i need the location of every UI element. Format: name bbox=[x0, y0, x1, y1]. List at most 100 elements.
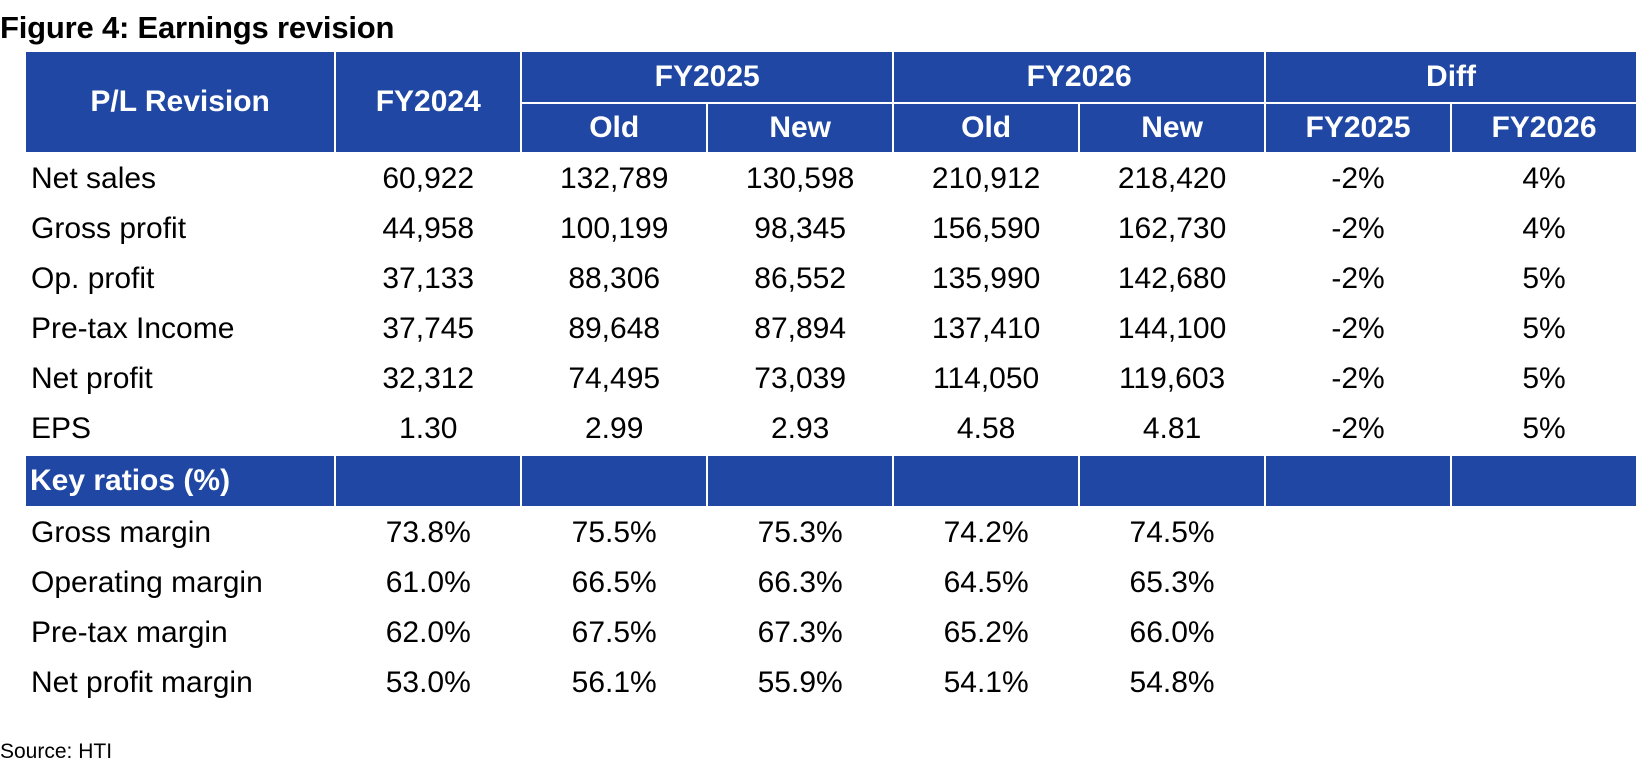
section-cell bbox=[1450, 454, 1638, 508]
value-cell: 2.93 bbox=[770, 412, 830, 445]
key-ratios-label: Key ratios (%) bbox=[23, 454, 337, 508]
section-cell bbox=[1264, 454, 1453, 508]
value-cell: 119,603 bbox=[1118, 362, 1226, 395]
table-row: Net sales 60,922 132,789 130,598 210,912 218,… bbox=[25, 153, 1637, 204]
header-row-sub: Old New Old New FY2025 FY2026 bbox=[25, 102, 1638, 154]
row-label: Net profit bbox=[31, 362, 153, 395]
value-cell bbox=[1451, 558, 1637, 608]
value-cell: 2.99 bbox=[585, 412, 644, 445]
value-cell: 54.1% bbox=[943, 666, 1029, 699]
value-cell: -2% bbox=[1331, 412, 1385, 445]
section-cell bbox=[892, 454, 1081, 508]
value-cell: -2% bbox=[1331, 162, 1385, 195]
header-diff-fy2026: FY2026 bbox=[1450, 102, 1638, 154]
table-row: Gross profit 44,958 100,199 98,345 156,590 16… bbox=[25, 204, 1637, 254]
ratio-rows: Gross margin 73.8% 75.5% 75.3% 74.2% 74.5% Ope… bbox=[25, 507, 1637, 708]
row-label: EPS bbox=[31, 412, 92, 445]
value-cell: -2% bbox=[1331, 312, 1385, 345]
header-pl-revision: P/L Revision bbox=[23, 50, 337, 154]
value-cell: 4% bbox=[1522, 162, 1566, 195]
value-cell: 137,410 bbox=[931, 312, 1041, 345]
table-row: EPS 1.30 2.99 2.93 4.58 4.81 -2% 5% bbox=[25, 404, 1637, 455]
value-cell: 37,133 bbox=[382, 262, 475, 295]
row-label: Net sales bbox=[31, 162, 157, 195]
earnings-revision-table: P/L Revision FY2024 FY2025 FY2026 Diff O… bbox=[23, 50, 1638, 708]
value-cell bbox=[1451, 658, 1637, 708]
value-cell: 100,199 bbox=[559, 212, 669, 245]
value-cell: 4.58 bbox=[956, 412, 1016, 445]
header-row-top: P/L Revision FY2024 FY2025 FY2026 Diff bbox=[23, 50, 1638, 154]
pl-rows: Net sales 60,922 132,789 130,598 210,912 218,… bbox=[25, 153, 1637, 455]
value-cell: 88,306 bbox=[568, 262, 661, 295]
value-cell: 86,552 bbox=[754, 262, 847, 295]
header-fy2025-new: New bbox=[706, 102, 895, 154]
section-cell bbox=[334, 454, 523, 508]
value-cell: 61.0% bbox=[385, 566, 471, 599]
value-cell: 67.5% bbox=[571, 616, 657, 649]
header-diff: Diff bbox=[1264, 50, 1638, 104]
value-cell bbox=[1451, 608, 1637, 658]
source-note: Source: HTI bbox=[0, 740, 113, 763]
value-cell: 55.9% bbox=[757, 666, 843, 699]
value-cell: 37,745 bbox=[382, 312, 475, 345]
value-cell: 98,345 bbox=[754, 212, 847, 245]
value-cell bbox=[1451, 507, 1637, 558]
value-cell: 64.5% bbox=[943, 566, 1029, 599]
section-cell bbox=[520, 454, 709, 508]
value-cell bbox=[1265, 658, 1451, 708]
header-diff-fy2025: FY2025 bbox=[1264, 102, 1453, 154]
table-row: Op. profit 37,133 88,306 86,552 135,990 142,6… bbox=[25, 254, 1637, 304]
value-cell bbox=[1265, 558, 1451, 608]
value-cell: 65.2% bbox=[943, 616, 1029, 649]
value-cell: 132,789 bbox=[559, 162, 669, 195]
value-cell: 66.3% bbox=[757, 566, 843, 599]
value-cell: 4.81 bbox=[1142, 412, 1202, 445]
header-fy2025-old: Old bbox=[520, 102, 709, 154]
value-cell: 74,495 bbox=[568, 362, 661, 395]
section-cell bbox=[1078, 454, 1267, 508]
value-cell: 66.0% bbox=[1129, 616, 1215, 649]
table-row: Operating margin 61.0% 66.5% 66.3% 64.5% 65.3… bbox=[25, 558, 1637, 608]
value-cell: 66.5% bbox=[571, 566, 657, 599]
value-cell: 62.0% bbox=[385, 616, 471, 649]
table-row: Net profit 32,312 74,495 73,039 114,050 119,6… bbox=[25, 354, 1637, 404]
value-cell: 5% bbox=[1522, 312, 1566, 345]
value-cell: 114,050 bbox=[933, 362, 1040, 395]
value-cell: 89,648 bbox=[568, 312, 661, 345]
table-row: Gross margin 73.8% 75.5% 75.3% 74.2% 74.5% bbox=[25, 507, 1637, 558]
value-cell: 142,680 bbox=[1117, 262, 1227, 295]
value-cell: 67.3% bbox=[757, 616, 843, 649]
value-cell: 74.5% bbox=[1129, 516, 1215, 549]
value-cell: 1.30 bbox=[399, 412, 458, 445]
header-fy2026-new: New bbox=[1078, 102, 1267, 154]
value-cell: 162,730 bbox=[1117, 212, 1227, 245]
section-cell bbox=[706, 454, 895, 508]
value-cell: 4% bbox=[1522, 212, 1566, 245]
value-cell: 87,894 bbox=[754, 312, 847, 345]
value-cell: -2% bbox=[1331, 262, 1385, 295]
value-cell: 5% bbox=[1522, 412, 1566, 445]
value-cell: 32,312 bbox=[382, 362, 475, 395]
row-label: Net profit margin bbox=[31, 666, 253, 699]
value-cell: 218,420 bbox=[1117, 162, 1227, 195]
value-cell: 44,958 bbox=[382, 212, 475, 245]
value-cell: 135,990 bbox=[931, 262, 1041, 295]
value-cell: 156,590 bbox=[931, 212, 1041, 245]
value-cell: 210,912 bbox=[931, 162, 1041, 195]
value-cell: 5% bbox=[1522, 262, 1566, 295]
key-ratios-section-row: Key ratios (%) bbox=[23, 454, 1638, 508]
row-label: Pre-tax margin bbox=[31, 616, 228, 649]
value-cell: 74.2% bbox=[943, 516, 1029, 549]
header-fy2026: FY2026 bbox=[892, 50, 1267, 104]
value-cell: -2% bbox=[1331, 212, 1385, 245]
value-cell: 65.3% bbox=[1129, 566, 1215, 599]
figure-title: Figure 4: Earnings revision bbox=[0, 10, 395, 45]
value-cell: 75.5% bbox=[571, 516, 657, 549]
table-row: Pre-tax margin 62.0% 67.5% 67.3% 65.2% 66.0% bbox=[25, 608, 1637, 658]
value-cell: 73,039 bbox=[754, 362, 847, 395]
header-fy2025: FY2025 bbox=[520, 50, 895, 104]
row-label: Operating margin bbox=[31, 566, 263, 599]
value-cell: 144,100 bbox=[1117, 312, 1227, 345]
value-cell: -2% bbox=[1331, 362, 1385, 395]
header-fy2024: FY2024 bbox=[334, 50, 523, 154]
